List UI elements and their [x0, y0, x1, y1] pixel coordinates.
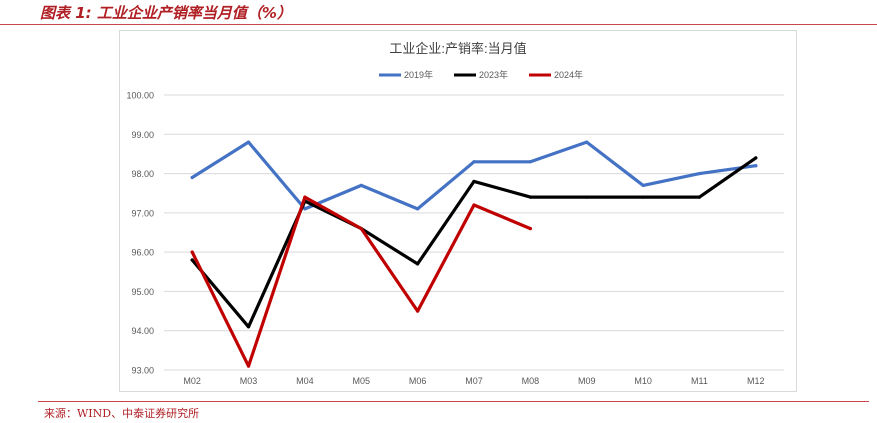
- series-line-2019年: [190, 140, 758, 211]
- top-divider: [0, 24, 877, 25]
- data-point: [246, 325, 251, 329]
- data-point: [585, 140, 589, 144]
- series-line-2024年: [190, 195, 532, 368]
- y-tick-label: 98.00: [131, 169, 154, 179]
- source-note: 来源：WIND、中泰证券研究所: [44, 407, 200, 420]
- x-tick-label: M12: [747, 376, 765, 386]
- data-point: [641, 195, 645, 199]
- data-point: [641, 183, 645, 187]
- y-tick-label: 99.00: [131, 130, 154, 140]
- data-point: [472, 179, 476, 184]
- data-point: [585, 195, 589, 199]
- data-point: [416, 309, 420, 313]
- x-tick-label: M04: [296, 376, 314, 386]
- x-tick-label: M06: [409, 376, 427, 386]
- y-tick-label: 94.00: [131, 326, 154, 336]
- data-point: [528, 160, 532, 164]
- x-tick-label: M07: [465, 376, 483, 386]
- y-tick-label: 100.00: [126, 91, 154, 101]
- data-point: [190, 250, 194, 254]
- data-point: [472, 203, 476, 207]
- data-point: [416, 262, 420, 266]
- x-tick-label: M09: [578, 376, 596, 386]
- data-point: [697, 195, 702, 199]
- data-point: [528, 226, 532, 231]
- data-point: [246, 364, 251, 368]
- legend-label: 2019年: [404, 69, 433, 80]
- data-point: [359, 183, 363, 187]
- data-point: [190, 175, 194, 180]
- y-tick-label: 95.00: [131, 287, 154, 297]
- line-chart: 工业企业:产销率:当月值 2019年 2023年 2024年 93.0094.009…: [126, 41, 784, 386]
- y-tick-label: 96.00: [131, 248, 154, 258]
- data-point: [754, 156, 758, 160]
- x-tick-label: M08: [522, 376, 540, 386]
- data-point: [303, 207, 307, 211]
- series-line-2023年: [190, 156, 758, 329]
- data-point: [697, 171, 702, 176]
- data-point: [246, 140, 251, 144]
- legend-label: 2024年: [554, 69, 583, 80]
- grid-lines: [164, 94, 784, 371]
- x-tick-label: M02: [183, 376, 201, 386]
- y-tick-label: 93.00: [131, 366, 154, 376]
- figure-caption: 图表 1: 工业企业产销率当月值（%）: [40, 4, 292, 22]
- chart-title: 工业企业:产销率:当月值: [389, 41, 526, 56]
- x-tick-label: M11: [691, 376, 708, 386]
- data-point: [754, 164, 758, 168]
- chart-frame: 工业企业:产销率:当月值 2019年 2023年 2024年 93.00 94.00 9…: [119, 30, 797, 392]
- chart-legend: 2019年 2023年 2024年: [379, 69, 583, 80]
- y-tick-label: 97.00: [131, 208, 154, 218]
- x-axis: M02 M03 M04 M05 M06 M07 M08 M09 M10 M11 M12: [183, 376, 764, 386]
- x-tick-label: M05: [353, 376, 371, 386]
- y-axis: 93.00 94.00 95.00 96.00 97.00 98.00 99.00 100.0…: [126, 91, 154, 376]
- data-point: [359, 226, 363, 231]
- series-lines: [190, 140, 758, 368]
- x-tick-label: M03: [240, 376, 258, 386]
- bottom-divider: [38, 401, 869, 402]
- data-point: [528, 195, 532, 199]
- data-point: [472, 160, 476, 164]
- legend-label: 2023年: [479, 69, 508, 80]
- data-point: [190, 258, 194, 262]
- x-tick-label: M10: [634, 376, 652, 386]
- data-point: [303, 195, 307, 199]
- data-point: [416, 207, 420, 211]
